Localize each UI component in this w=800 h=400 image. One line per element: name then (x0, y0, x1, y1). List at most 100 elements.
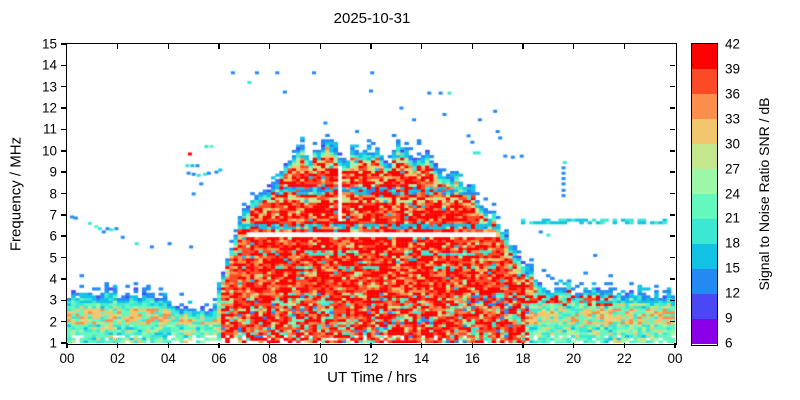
x-tick-label: 08 (262, 351, 278, 366)
y-tick-label: 9 (49, 164, 57, 180)
colorbar-tick-label: 30 (725, 136, 741, 152)
x-tick-label: 12 (363, 351, 379, 366)
x-tick (471, 343, 474, 348)
x-tick (572, 343, 575, 348)
colorbar-tick-label: 18 (725, 235, 741, 251)
colorbar-segment (692, 68, 717, 94)
x-tick-label: 10 (312, 351, 328, 366)
colorbar-tick-label: 12 (725, 285, 741, 301)
y-tick-mirror (670, 320, 675, 323)
colorbar-segment (692, 319, 717, 345)
x-tick (116, 343, 119, 348)
x-axis-label: UT Time / hrs (327, 369, 417, 386)
chart-title: 2025-10-31 (333, 10, 411, 27)
y-tick-label: 8 (49, 186, 57, 201)
x-tick-mirror (218, 44, 220, 49)
x-tick-mirror (420, 44, 423, 49)
y-tick-label: 7 (49, 207, 57, 223)
colorbar-segment (692, 168, 717, 194)
y-tick-mirror (670, 235, 675, 237)
x-tick (319, 343, 322, 348)
y-tick-label: 1 (49, 335, 57, 351)
y-tick-mirror (670, 214, 675, 216)
colorbar-tick-label: 27 (725, 161, 741, 177)
x-tick-mirror (370, 44, 372, 49)
y-tick (60, 299, 66, 302)
x-tick (218, 343, 220, 348)
x-tick-mirror (319, 44, 322, 49)
x-tick-label: 00 (667, 351, 683, 366)
colorbar-segment (692, 143, 717, 169)
y-tick (60, 214, 66, 216)
y-tick (60, 192, 66, 195)
y-tick-label: 3 (49, 292, 57, 308)
colorbar-tick-label: 42 (725, 36, 741, 52)
y-tick (60, 342, 66, 344)
heatmap-canvas (66, 43, 675, 343)
x-tick-label: 20 (566, 351, 582, 366)
y-tick (60, 235, 66, 237)
x-tick (370, 343, 372, 348)
y-tick (60, 150, 66, 152)
colorbar-tick-label: 39 (725, 61, 741, 77)
colorbar-segment (692, 219, 717, 245)
y-tick-label: 11 (42, 121, 57, 137)
y-tick-label: 6 (49, 228, 57, 244)
y-tick (60, 85, 66, 88)
x-tick-label: 16 (464, 351, 480, 366)
x-tick-label: 14 (414, 351, 430, 366)
x-tick-mirror (572, 44, 575, 49)
x-tick (167, 343, 170, 348)
y-tick-mirror (670, 256, 675, 259)
x-tick-mirror (471, 44, 474, 49)
y-tick-mirror (670, 192, 675, 195)
x-tick (66, 343, 68, 348)
x-tick-label: 00 (59, 351, 75, 366)
colorbar-tick-label: 15 (725, 260, 741, 276)
y-tick (60, 171, 66, 173)
y-tick-label: 12 (41, 100, 57, 116)
y-tick-label: 13 (41, 79, 57, 95)
x-tick-mirror (268, 44, 271, 49)
colorbar-tick-label: 24 (725, 186, 741, 201)
y-tick-label: 5 (49, 250, 57, 266)
colorbar-segment (692, 43, 717, 69)
y-tick (60, 320, 66, 323)
x-tick-label: 18 (515, 351, 531, 366)
x-tick-label: 22 (616, 351, 632, 366)
x-tick-mirror (167, 44, 170, 49)
y-tick (60, 278, 66, 280)
y-tick-mirror (670, 107, 675, 109)
y-tick-label: 14 (41, 57, 57, 73)
y-tick (60, 256, 66, 259)
y-tick-label: 15 (41, 36, 57, 52)
y-tick-label: 2 (49, 314, 57, 330)
y-tick (60, 128, 66, 131)
colorbar-segment (692, 244, 717, 270)
y-tick (60, 43, 66, 45)
colorbar-tick-label: 9 (725, 310, 733, 326)
y-tick-mirror (670, 299, 675, 302)
y-tick (60, 64, 66, 67)
y-tick-mirror (670, 278, 675, 280)
colorbar-segment (692, 93, 717, 119)
colorbar-segment (692, 269, 717, 295)
colorbar-tick-label: 6 (725, 335, 733, 351)
x-tick (268, 343, 271, 348)
y-axis-label: Frequency / MHz (7, 136, 25, 252)
y-tick-mirror (670, 171, 675, 173)
x-tick (522, 343, 524, 348)
x-tick (623, 343, 626, 348)
y-tick (60, 107, 66, 109)
x-tick-mirror (116, 44, 119, 49)
y-tick-mirror (670, 128, 675, 131)
colorbar-tick-label: 33 (725, 111, 741, 127)
plot-area (65, 42, 677, 345)
y-tick-label: 4 (49, 271, 57, 287)
y-tick-mirror (670, 150, 675, 152)
colorbar-tick-label: 36 (725, 86, 741, 102)
x-tick-label: 02 (110, 351, 126, 366)
colorbar-segment (692, 193, 717, 220)
colorbar-tick-label: 21 (725, 210, 741, 226)
